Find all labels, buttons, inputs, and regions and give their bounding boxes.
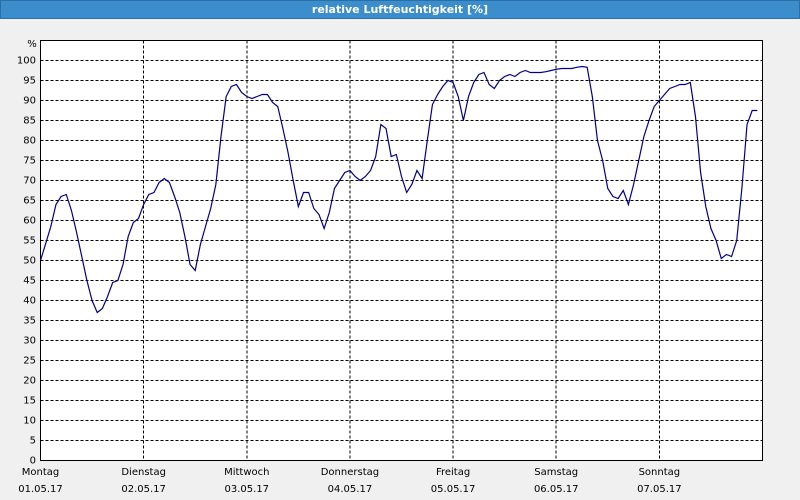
y-tick-label: 60 bbox=[23, 216, 36, 227]
x-tick-label: Samstag bbox=[534, 467, 578, 478]
y-tick-label: 15 bbox=[23, 396, 36, 407]
y-tick-label: 85 bbox=[23, 116, 36, 127]
x-tick-label: Donnerstag bbox=[321, 467, 379, 478]
y-tick-label: 35 bbox=[23, 316, 36, 327]
y-tick-label: 45 bbox=[23, 276, 36, 287]
y-tick-label: 30 bbox=[23, 336, 36, 347]
chart-title: relative Luftfeuchtigkeit [%] bbox=[312, 3, 488, 16]
x-tick-date: 07.05.17 bbox=[637, 484, 682, 495]
y-tick-label: 50 bbox=[23, 256, 36, 267]
y-tick-label: 5 bbox=[30, 436, 36, 447]
y-unit: % bbox=[27, 39, 37, 50]
x-tick-label: Dienstag bbox=[121, 467, 166, 478]
y-tick-label: 55 bbox=[23, 236, 36, 247]
y-tick-label: 20 bbox=[23, 376, 36, 387]
x-tick-label: Sonntag bbox=[639, 467, 681, 478]
x-tick-label: Mittwoch bbox=[224, 467, 269, 478]
y-tick-label: 40 bbox=[23, 296, 36, 307]
y-tick-label: 100 bbox=[17, 56, 36, 67]
x-tick-date: 01.05.17 bbox=[18, 484, 63, 495]
line bbox=[39, 65, 758, 314]
y-tick-label: 75 bbox=[23, 156, 36, 167]
x-tick-date: 03.05.17 bbox=[225, 484, 270, 495]
y-tick-label: 10 bbox=[23, 416, 36, 427]
y-tick-label: 95 bbox=[23, 76, 36, 87]
x-tick-label: Freitag bbox=[436, 467, 470, 478]
plot-area bbox=[40, 40, 763, 461]
x-tick-date: 06.05.17 bbox=[534, 484, 579, 495]
x-tick-label: Montag bbox=[22, 467, 59, 478]
y-tick-label: 0 bbox=[30, 456, 36, 467]
x-tick-date: 04.05.17 bbox=[328, 484, 373, 495]
y-tick-label: 25 bbox=[23, 356, 36, 367]
y-tick-label: 70 bbox=[23, 176, 36, 187]
x-tick-date: 02.05.17 bbox=[121, 484, 166, 495]
y-tick-label: 80 bbox=[23, 136, 36, 147]
x-tick-date: 05.05.17 bbox=[431, 484, 476, 495]
y-tick-label: 65 bbox=[23, 196, 36, 207]
y-tick-label: 90 bbox=[23, 96, 36, 107]
